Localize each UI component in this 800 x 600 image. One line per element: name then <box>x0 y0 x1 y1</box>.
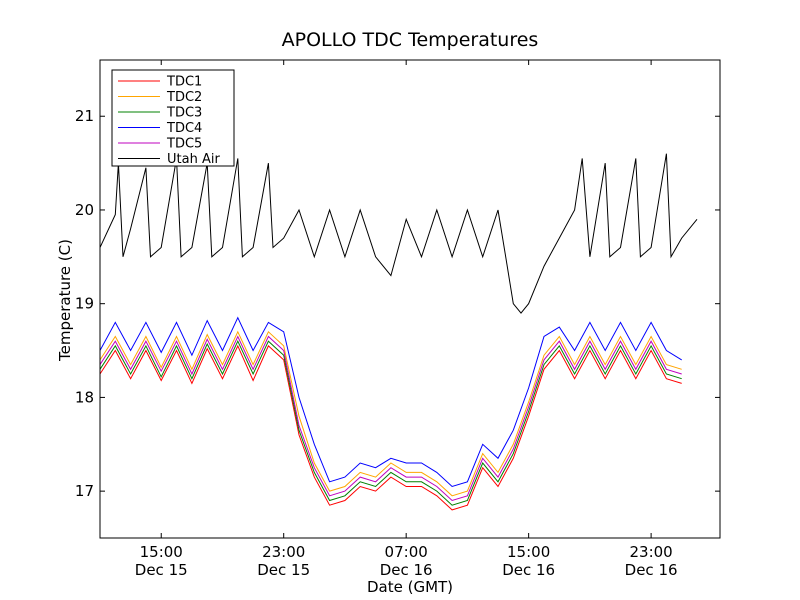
series-line-tdc2 <box>100 330 682 497</box>
y-tick-label: 19 <box>75 295 94 313</box>
y-tick-label: 21 <box>75 107 94 125</box>
series-line-tdc3 <box>100 340 682 506</box>
legend-label-tdc5: TDC5 <box>166 137 202 152</box>
x-tick-date-label: Dec 16 <box>380 561 433 579</box>
x-tick-date-label: Dec 15 <box>135 561 188 579</box>
series-line-tdc1 <box>100 344 682 511</box>
x-tick-time-label: 07:00 <box>385 543 428 561</box>
plot-frame <box>99 59 721 539</box>
x-tick-date-label: Dec 16 <box>502 561 555 579</box>
y-axis-label: Temperature (C) <box>56 239 74 362</box>
series-line-tdc5 <box>100 335 682 502</box>
legend-label-utah-air: Utah Air <box>167 152 220 167</box>
y-tick-label: 18 <box>75 388 94 406</box>
x-axis-label: Date (GMT) <box>367 578 453 596</box>
x-tick-time-label: 23:00 <box>262 543 305 561</box>
series-layer <box>100 153 698 511</box>
legend-box <box>111 69 235 167</box>
chart-title: APOLLO TDC Temperatures <box>282 29 539 51</box>
y-tick-label: 17 <box>75 482 94 500</box>
legend-label-tdc2: TDC2 <box>166 90 202 105</box>
x-tick-date-label: Dec 16 <box>625 561 678 579</box>
series-line-utah-air <box>100 153 698 314</box>
legend-label-tdc4: TDC4 <box>166 121 202 136</box>
series-line-tdc4 <box>100 316 682 488</box>
x-tick-date-label: Dec 15 <box>257 561 310 579</box>
x-tick-time-label: 23:00 <box>629 543 672 561</box>
x-tick-time-label: 15:00 <box>140 543 183 561</box>
y-tick-label: 20 <box>75 201 94 219</box>
legend-label-tdc3: TDC3 <box>166 106 202 121</box>
legend-label-tdc1: TDC1 <box>166 75 202 90</box>
x-tick-time-label: 15:00 <box>507 543 550 561</box>
